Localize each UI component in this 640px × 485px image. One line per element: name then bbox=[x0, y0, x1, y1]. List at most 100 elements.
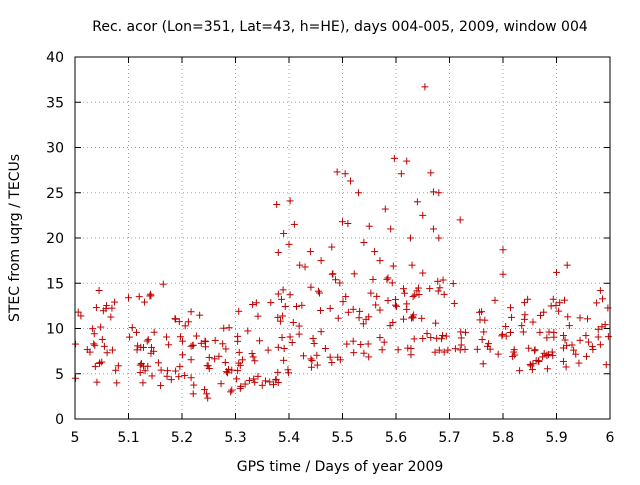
data-point bbox=[421, 83, 429, 91]
data-point bbox=[444, 346, 452, 354]
data-series bbox=[72, 83, 612, 402]
data-point bbox=[113, 379, 121, 387]
data-point bbox=[389, 262, 397, 270]
data-point bbox=[317, 257, 325, 265]
data-point bbox=[317, 306, 325, 314]
data-point bbox=[245, 376, 253, 384]
data-point bbox=[588, 343, 596, 351]
data-point bbox=[296, 261, 304, 269]
data-point bbox=[211, 336, 219, 344]
x-tick-label: 5.7 bbox=[438, 430, 460, 446]
data-point bbox=[125, 294, 132, 302]
data-point bbox=[399, 285, 407, 293]
data-point bbox=[435, 189, 443, 197]
data-point bbox=[434, 277, 442, 285]
data-point bbox=[365, 222, 373, 230]
data-point bbox=[502, 332, 510, 340]
data-point bbox=[373, 292, 381, 300]
data-point bbox=[328, 359, 336, 367]
data-point bbox=[418, 314, 426, 322]
data-point bbox=[563, 261, 571, 269]
data-point bbox=[355, 189, 363, 197]
data-point bbox=[108, 304, 116, 312]
data-point bbox=[369, 275, 377, 283]
data-point bbox=[553, 268, 560, 276]
data-point bbox=[528, 366, 536, 374]
data-point bbox=[187, 356, 195, 364]
data-point bbox=[133, 346, 141, 354]
data-point bbox=[313, 361, 321, 369]
data-point bbox=[570, 346, 578, 354]
data-point bbox=[238, 356, 246, 364]
x-tick-label: 5.8 bbox=[492, 430, 514, 446]
data-point bbox=[408, 261, 416, 269]
data-point bbox=[72, 374, 80, 382]
data-point bbox=[344, 308, 352, 316]
data-point bbox=[526, 360, 534, 368]
data-point bbox=[563, 342, 571, 350]
data-point bbox=[96, 359, 104, 367]
data-point bbox=[159, 280, 167, 288]
data-point bbox=[442, 332, 450, 340]
data-point bbox=[269, 381, 277, 389]
data-point bbox=[339, 218, 346, 226]
data-point bbox=[364, 340, 372, 348]
data-point bbox=[556, 299, 564, 307]
data-point bbox=[157, 382, 165, 390]
data-point bbox=[299, 352, 307, 360]
data-point bbox=[92, 304, 100, 312]
y-tick-label: 20 bbox=[46, 231, 64, 247]
data-point bbox=[308, 357, 316, 365]
data-point bbox=[499, 246, 507, 254]
data-point bbox=[223, 369, 231, 377]
data-point bbox=[347, 177, 355, 185]
y-tick-label: 10 bbox=[46, 322, 64, 338]
data-point bbox=[357, 341, 365, 349]
data-point bbox=[89, 325, 97, 333]
data-point bbox=[217, 380, 225, 388]
data-point bbox=[187, 308, 195, 316]
data-point bbox=[518, 322, 526, 330]
data-point bbox=[529, 318, 537, 326]
data-point bbox=[179, 351, 187, 359]
data-point bbox=[511, 351, 519, 359]
data-point bbox=[473, 345, 481, 353]
data-point bbox=[371, 248, 379, 256]
data-point bbox=[179, 337, 187, 345]
data-point bbox=[389, 318, 397, 326]
data-point bbox=[359, 320, 367, 328]
data-point bbox=[343, 340, 351, 348]
data-point bbox=[97, 323, 105, 331]
data-point bbox=[350, 270, 358, 278]
data-point bbox=[336, 279, 344, 287]
x-tick-label: 5.5 bbox=[331, 430, 353, 446]
data-point bbox=[310, 340, 318, 348]
data-point bbox=[360, 349, 368, 357]
data-point bbox=[350, 349, 358, 357]
data-point bbox=[181, 322, 189, 330]
data-point bbox=[205, 353, 213, 361]
x-axis-label: GPS time / Days of year 2009 bbox=[237, 459, 444, 475]
data-point bbox=[349, 305, 357, 313]
data-point bbox=[285, 240, 293, 248]
data-point bbox=[434, 287, 442, 295]
data-point bbox=[99, 307, 107, 315]
data-point bbox=[440, 348, 448, 356]
data-point bbox=[332, 276, 340, 284]
data-point bbox=[249, 353, 257, 361]
data-point bbox=[478, 336, 486, 344]
data-point bbox=[356, 307, 364, 315]
data-point bbox=[234, 367, 242, 375]
data-point bbox=[407, 345, 415, 353]
data-point bbox=[341, 170, 349, 178]
data-point bbox=[589, 345, 597, 353]
data-point bbox=[114, 362, 122, 370]
data-point bbox=[516, 367, 524, 375]
y-tick-label: 5 bbox=[55, 367, 64, 383]
data-point bbox=[176, 333, 184, 341]
data-point bbox=[274, 368, 282, 376]
x-axis-ticks: 5 5.1 5.2 5.3 5.4 5.5 5.6 5.7 5.8 5.9 6 bbox=[71, 57, 615, 446]
data-point bbox=[380, 338, 388, 346]
data-point bbox=[367, 289, 375, 297]
